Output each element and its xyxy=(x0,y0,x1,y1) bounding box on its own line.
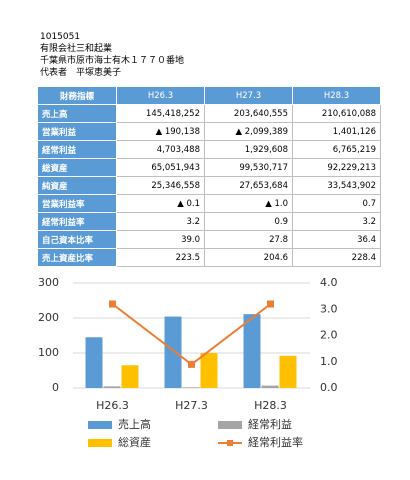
column-header: H27.3 xyxy=(204,86,293,105)
y-tick-label: 0 xyxy=(52,381,59,394)
header-row: 財務指標 H26.3 H27.3 H28.3 xyxy=(37,86,381,105)
y-tick-label: 100 xyxy=(38,346,59,359)
cell: ▲ 0.1 xyxy=(116,194,205,213)
column-header: 財務指標 xyxy=(37,86,117,105)
bar xyxy=(261,385,279,388)
x-tick-label: H28.3 xyxy=(254,399,287,412)
cell: 27.8 xyxy=(204,230,293,249)
cell: 204.6 xyxy=(204,248,293,267)
bar xyxy=(85,337,103,388)
cell: 145,418,252 xyxy=(116,104,205,123)
table-row: 売上高 145,418,252 203,640,555 210,610,088 xyxy=(37,104,381,123)
chart: 0 100 200 300 0.0 1.0 2.0 3.0 4.0 H26.3 H27.3 H28.3… xyxy=(38,276,338,449)
address: 千葉県市原市海士有木１７７０番地 xyxy=(40,56,185,66)
bar xyxy=(103,386,121,388)
legend-marker xyxy=(227,440,233,446)
line-marker xyxy=(188,360,195,368)
legend-label: 経常利益 xyxy=(248,417,292,431)
cell: 65,051,943 xyxy=(116,158,205,177)
cell: 4,703,488 xyxy=(116,140,205,159)
cell: ▲ 1.0 xyxy=(204,194,293,213)
cell: 92,229,213 xyxy=(292,158,381,177)
legend-label: 総資産 xyxy=(118,435,151,449)
table-row: 総資産 65,051,943 99,530,717 92,229,213 xyxy=(37,158,381,177)
row-header: 純資産 xyxy=(37,176,117,195)
line-marker xyxy=(267,300,274,308)
cell: 3.2 xyxy=(292,212,381,231)
cell: 228.4 xyxy=(292,248,381,267)
cell: 6,765,219 xyxy=(292,140,381,159)
row-header: 営業利益率 xyxy=(37,194,117,213)
legend-label: 売上高 xyxy=(118,417,151,431)
company: 有限会社三和起業 xyxy=(40,44,113,54)
bar xyxy=(121,365,139,388)
y-tick-label: 300 xyxy=(38,276,59,289)
row-header: 経常利益 xyxy=(37,140,117,159)
representative: 代表者 平塚恵美子 xyxy=(40,68,122,78)
table-row: 営業利益率 ▲ 0.1 ▲ 1.0 0.7 xyxy=(37,194,381,213)
bar xyxy=(200,353,218,388)
cell: 0.9 xyxy=(204,212,293,231)
legend-swatch xyxy=(88,421,112,429)
x-tick-label: H26.3 xyxy=(96,399,129,412)
table-row: 経常利益率 3.2 0.9 3.2 xyxy=(37,212,381,231)
bar xyxy=(164,316,182,388)
line-marker xyxy=(109,300,116,308)
table-row: 自己資本比率 39.0 27.8 36.4 xyxy=(37,230,381,249)
bar xyxy=(279,355,297,388)
column-header: H28.3 xyxy=(292,86,381,105)
cell: 25,346,558 xyxy=(116,176,205,195)
table-row: 営業利益 ▲ 190,138 ▲ 2,099,389 1,401,126 xyxy=(37,122,381,141)
cell: 3.2 xyxy=(116,212,205,231)
table-row: 売上資産比率 223.5 204.6 228.4 xyxy=(37,248,381,267)
x-tick-label: H27.3 xyxy=(175,399,208,412)
bar xyxy=(182,387,200,388)
cell: 203,640,555 xyxy=(204,104,293,123)
cell: 39.0 xyxy=(116,230,205,249)
cell: 1,401,126 xyxy=(292,122,381,141)
row-header: 売上資産比率 xyxy=(37,248,117,267)
financial-table: 財務指標 H26.3 H27.3 H28.3 売上高 145,418,252 203,640… xyxy=(37,86,381,267)
y2-tick-label: 2.0 xyxy=(320,329,338,342)
row-header: 自己資本比率 xyxy=(37,230,117,249)
legend-swatch xyxy=(218,421,242,429)
cell: 1,929,608 xyxy=(204,140,293,159)
cell: 36.4 xyxy=(292,230,381,249)
cell: 33,543,902 xyxy=(292,176,381,195)
y2-tick-label: 3.0 xyxy=(320,302,338,315)
bar xyxy=(243,314,261,388)
cell: 210,610,088 xyxy=(292,104,381,123)
cell: 223.5 xyxy=(116,248,205,267)
code: 1015051 xyxy=(40,32,81,42)
y-tick-label: 200 xyxy=(38,311,59,324)
cell: ▲ 190,138 xyxy=(116,122,205,141)
column-header: H26.3 xyxy=(116,86,205,105)
y2-tick-label: 0.0 xyxy=(320,381,338,394)
y2-tick-label: 4.0 xyxy=(320,276,338,289)
cell: ▲ 2,099,389 xyxy=(204,122,293,141)
cell: 27,653,684 xyxy=(204,176,293,195)
cell: 0.7 xyxy=(292,194,381,213)
cell: 99,530,717 xyxy=(204,158,293,177)
legend-label: 経常利益率 xyxy=(248,435,303,449)
row-header: 総資産 xyxy=(37,158,117,177)
row-header: 売上高 xyxy=(37,104,117,123)
row-header: 経常利益率 xyxy=(37,212,117,231)
y2-tick-label: 1.0 xyxy=(320,355,338,368)
legend-swatch xyxy=(88,439,112,447)
row-header: 営業利益 xyxy=(37,122,117,141)
table-row: 純資産 25,346,558 27,653,684 33,543,902 xyxy=(37,176,381,195)
table-row: 経常利益 4,703,488 1,929,608 6,765,219 xyxy=(37,140,381,159)
